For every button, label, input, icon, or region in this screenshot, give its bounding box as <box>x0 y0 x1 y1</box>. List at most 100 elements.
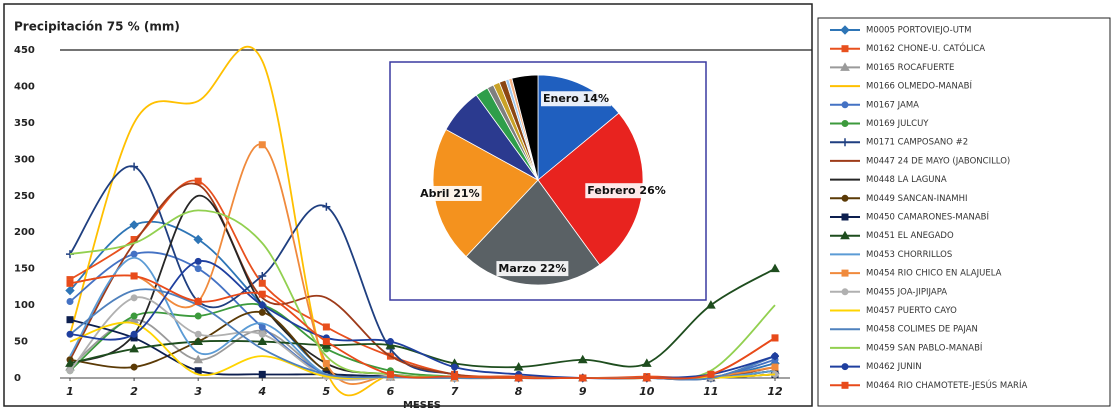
legend-label: M0457 PUERTO CAYO <box>866 306 957 316</box>
pie-label-value: 22% <box>540 262 566 275</box>
legend-label: M0162 CHONE-U. CATÓLICA <box>866 42 985 54</box>
marker <box>258 290 266 298</box>
marker <box>129 220 139 230</box>
marker <box>579 374 587 382</box>
marker <box>258 301 266 309</box>
pie-label-bg <box>418 185 482 201</box>
x-tick-label: 7 <box>451 385 459 398</box>
marker <box>451 363 459 371</box>
marker <box>194 312 202 320</box>
legend-label: M0005 PORTOVIEJO-UTM <box>866 26 971 36</box>
marker <box>65 285 75 296</box>
legend-marker <box>841 101 849 109</box>
legend-label: M0171 CAMPOSANO #2 <box>866 138 968 148</box>
marker <box>641 358 652 367</box>
pie-label-value: 14% <box>583 92 609 105</box>
y-tick-label: 50 <box>14 337 28 348</box>
pie-slice <box>465 179 601 286</box>
pie-label-category: Marzo <box>498 262 536 275</box>
marker <box>129 343 139 353</box>
marker <box>193 234 203 245</box>
y-tick-label: 300 <box>14 154 35 165</box>
marker <box>65 358 75 367</box>
marker <box>194 330 202 338</box>
legend-label: M0455 JOA-JIPIJAPA <box>866 287 947 297</box>
marker <box>130 294 138 302</box>
marker <box>643 374 651 382</box>
marker <box>451 373 459 381</box>
marker <box>322 323 330 331</box>
legend-marker <box>841 120 849 127</box>
pie-label-value: 26% <box>639 184 665 197</box>
marker <box>258 271 267 280</box>
marker <box>258 279 266 287</box>
y-tick-label: 100 <box>14 300 35 311</box>
marker <box>130 312 138 320</box>
marker <box>770 263 780 273</box>
marker <box>258 323 266 331</box>
legend-label: M0167 JAMA <box>866 100 919 110</box>
legend-label: M0458 COLIMES DE PAJAN <box>866 325 978 335</box>
marker <box>130 250 138 258</box>
chart-title: Precipitación 75 % (mm) <box>14 20 180 34</box>
x-tick-label: 3 <box>194 385 202 398</box>
legend-label: M0166 OLMEDO-MANABÍ <box>866 80 972 92</box>
marker <box>707 370 715 378</box>
y-tick-label: 350 <box>14 118 35 129</box>
marker <box>130 162 139 171</box>
marker <box>66 330 74 338</box>
y-tick-label: 150 <box>14 264 35 275</box>
legend-label: M0462 JUNIN <box>866 362 922 372</box>
y-tick-label: 400 <box>14 81 35 92</box>
legend-marker <box>841 45 849 53</box>
legend-marker <box>840 25 850 35</box>
legend-marker <box>840 230 850 240</box>
marker <box>194 297 202 305</box>
legend-label: M0449 SANCAN-INAMHI <box>866 194 967 204</box>
marker <box>130 330 138 338</box>
legend-marker <box>841 363 849 371</box>
marker <box>66 367 74 375</box>
pie-slice <box>511 74 539 181</box>
marker <box>66 316 74 324</box>
legend-label: M0451 EL ANEGADO <box>866 231 954 241</box>
legend-label: M0464 RIO CHAMOTETE-JESÚS MARÍA <box>866 379 1027 391</box>
marker <box>258 330 266 338</box>
pie-label: Abril 21% <box>420 187 480 200</box>
pie-label: Enero 14% <box>543 92 609 105</box>
pie-label-category: Enero <box>543 92 579 105</box>
legend-label: M0169 JULCUY <box>866 119 929 129</box>
marker <box>130 363 138 371</box>
x-tick-label: 5 <box>323 385 331 398</box>
x-tick-label: 4 <box>257 385 266 398</box>
pie-label-bg <box>496 261 569 277</box>
legend-label: M0450 CAMARONES-MANABÍ <box>866 211 990 223</box>
y-tick-label: 250 <box>14 191 35 202</box>
legend-marker <box>841 269 849 277</box>
x-tick-label: 12 <box>767 385 783 398</box>
pie-label-bg <box>541 91 611 107</box>
marker <box>66 279 74 287</box>
marker <box>771 363 779 371</box>
marker <box>194 257 202 265</box>
series-line <box>69 274 776 380</box>
x-tick-label: 9 <box>579 385 587 398</box>
pie-label-category: Febrero <box>587 184 636 197</box>
legend-label: M0453 CHORRILLOS <box>866 250 952 260</box>
marker <box>515 374 523 382</box>
legend-marker <box>841 213 849 221</box>
marker <box>706 300 716 309</box>
legend-label: M0448 LA LAGUNA <box>866 175 947 185</box>
marker <box>193 354 204 364</box>
x-axis-label: MESES <box>403 400 441 411</box>
x-tick-label: 2 <box>130 385 138 398</box>
marker <box>257 336 268 346</box>
marker <box>258 370 266 378</box>
x-tick-label: 8 <box>515 385 523 398</box>
x-tick-label: 6 <box>387 385 395 398</box>
legend-marker <box>841 288 849 296</box>
legend-label: M0447 24 DE MAYO (JABONCILLO) <box>866 156 1010 166</box>
y-tick-label: 0 <box>14 373 21 384</box>
marker <box>322 202 331 211</box>
